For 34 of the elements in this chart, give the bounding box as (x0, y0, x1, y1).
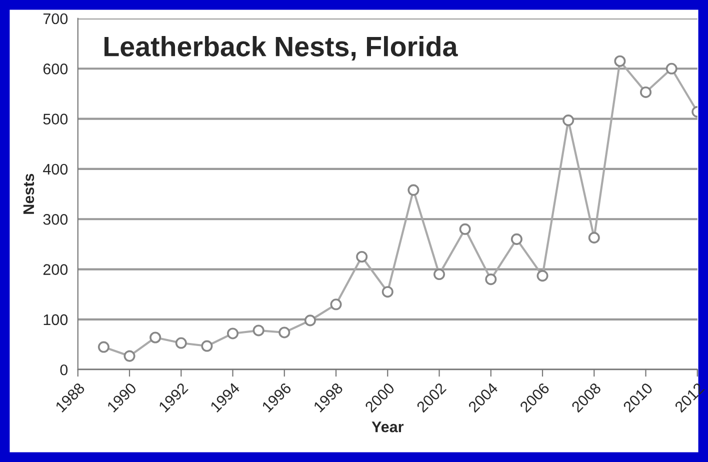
point (614, 55, 626, 67)
point (408, 184, 420, 196)
y-axis-title: Nests (23, 174, 34, 214)
point (252, 324, 264, 336)
y-tick-label: 200 (43, 264, 68, 275)
y-tick-label: 0 (60, 364, 68, 376)
point (666, 62, 678, 74)
x-axis-title: Year (372, 422, 404, 432)
point (382, 286, 394, 298)
point (459, 223, 471, 235)
point (485, 274, 497, 286)
point (536, 270, 548, 282)
y-tick-label: 100 (44, 314, 68, 326)
point (226, 328, 239, 340)
point (98, 341, 110, 353)
point (201, 340, 213, 352)
point (330, 298, 342, 310)
point (356, 250, 368, 263)
y-tick-label: 500 (43, 114, 68, 124)
point (510, 233, 522, 245)
point (588, 232, 600, 244)
point (640, 86, 652, 98)
point (175, 337, 187, 349)
point (124, 350, 136, 362)
point (433, 268, 446, 280)
point (304, 314, 316, 326)
point (150, 332, 162, 344)
y-tick-label: 600 (43, 64, 68, 74)
point (278, 326, 290, 338)
y-tick-label: 400 (43, 164, 68, 175)
text: Leatherback Nests, Florida (104, 36, 458, 60)
point (562, 114, 574, 126)
y-tick-label: 700 (43, 13, 68, 24)
y-tick-label: 300 (43, 214, 68, 225)
